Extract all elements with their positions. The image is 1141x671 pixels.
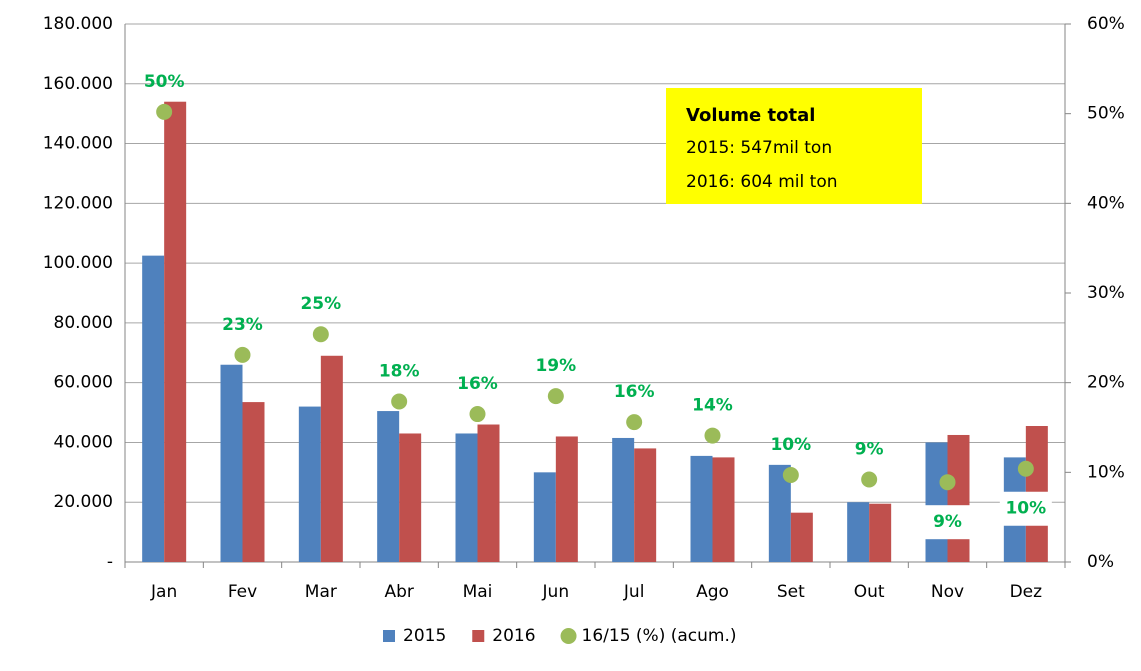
x-tick-label: Set xyxy=(777,582,805,602)
x-tick-label: Jul xyxy=(623,582,645,602)
x-tick-label: Fev xyxy=(228,582,257,602)
data-label: 18% xyxy=(379,361,420,381)
data-label: 10% xyxy=(1005,499,1046,519)
annotation-title: Volume total xyxy=(686,105,815,126)
data-label: 16% xyxy=(614,382,655,402)
annotation-line: 2016: 604 mil ton xyxy=(686,172,838,192)
label-box xyxy=(999,491,1052,526)
bar xyxy=(455,433,478,562)
legend-swatch xyxy=(472,630,485,642)
bar xyxy=(612,437,635,562)
dot xyxy=(861,471,878,488)
y-tick-label: 180.000 xyxy=(43,14,113,34)
dot xyxy=(391,393,408,410)
x-tick-label: Dez xyxy=(1010,582,1043,602)
dot xyxy=(469,406,486,423)
legend-swatch xyxy=(560,628,577,644)
x-tick-label: Out xyxy=(854,582,885,602)
bar xyxy=(869,503,892,562)
dot xyxy=(547,388,564,405)
dot xyxy=(156,103,173,120)
y2-tick-label: 0% xyxy=(1087,552,1114,572)
label-box xyxy=(921,505,974,540)
bar xyxy=(377,411,400,562)
bar xyxy=(242,402,265,562)
y2-tick-label: 10% xyxy=(1087,462,1125,482)
bar xyxy=(712,457,735,562)
x-tick-label: Jan xyxy=(150,582,177,602)
bar xyxy=(634,448,657,562)
bar xyxy=(142,255,165,562)
dot xyxy=(1017,460,1034,477)
y2-tick-label: 20% xyxy=(1087,373,1125,393)
bar xyxy=(320,355,343,562)
dot xyxy=(704,427,721,444)
y-tick-label: 60.000 xyxy=(54,373,113,393)
data-label: 10% xyxy=(770,435,811,455)
bar xyxy=(220,364,243,562)
bar xyxy=(947,434,970,562)
data-label: 9% xyxy=(933,512,962,532)
y2-tick-label: 60% xyxy=(1087,14,1125,34)
x-tick-label: Mai xyxy=(463,582,493,602)
x-tick-label: Mar xyxy=(305,582,337,602)
data-label: 9% xyxy=(855,440,884,460)
bar xyxy=(768,464,791,562)
y-tick-label: 100.000 xyxy=(43,253,113,273)
data-label: 25% xyxy=(300,294,341,314)
data-label: 50% xyxy=(144,72,185,92)
y-tick-label: 80.000 xyxy=(54,313,113,333)
legend-label: 16/15 (%) (acum.) xyxy=(582,626,737,646)
y-tick-label: 20.000 xyxy=(54,492,113,512)
x-tick-label: Nov xyxy=(931,582,964,602)
data-label: 23% xyxy=(222,315,263,335)
y2-tick-label: 50% xyxy=(1087,104,1125,124)
x-tick-label: Ago xyxy=(696,582,729,602)
data-label: 16% xyxy=(457,374,498,394)
bar xyxy=(925,442,948,562)
y-tick-label: 140.000 xyxy=(43,134,113,154)
bar xyxy=(790,512,813,562)
bar xyxy=(164,101,187,562)
dot xyxy=(782,467,799,484)
bar xyxy=(555,436,578,562)
data-label: 14% xyxy=(692,396,733,416)
legend-label: 2016 xyxy=(492,626,535,646)
y2-tick-label: 30% xyxy=(1087,283,1125,303)
y-tick-label: 120.000 xyxy=(43,193,113,213)
bar xyxy=(847,502,870,562)
annotation-box xyxy=(666,88,922,204)
bar xyxy=(690,455,713,562)
bar xyxy=(477,424,500,562)
bar xyxy=(399,433,422,562)
dot xyxy=(626,414,643,431)
y2-tick-label: 40% xyxy=(1087,193,1125,213)
dot xyxy=(234,346,251,363)
x-tick-label: Abr xyxy=(384,582,413,602)
annotation-line: 2015: 547mil ton xyxy=(686,138,832,158)
x-tick-label: Jun xyxy=(542,582,570,602)
dot xyxy=(312,326,329,343)
y-tick-label: 40.000 xyxy=(54,432,113,452)
y-tick-label: - xyxy=(107,552,113,572)
bar xyxy=(533,472,556,562)
legend-label: 2015 xyxy=(403,626,446,646)
y-tick-label: 160.000 xyxy=(43,74,113,94)
bar xyxy=(298,406,321,562)
data-label: 19% xyxy=(535,356,576,376)
dot xyxy=(939,474,956,491)
legend-swatch xyxy=(383,630,395,642)
